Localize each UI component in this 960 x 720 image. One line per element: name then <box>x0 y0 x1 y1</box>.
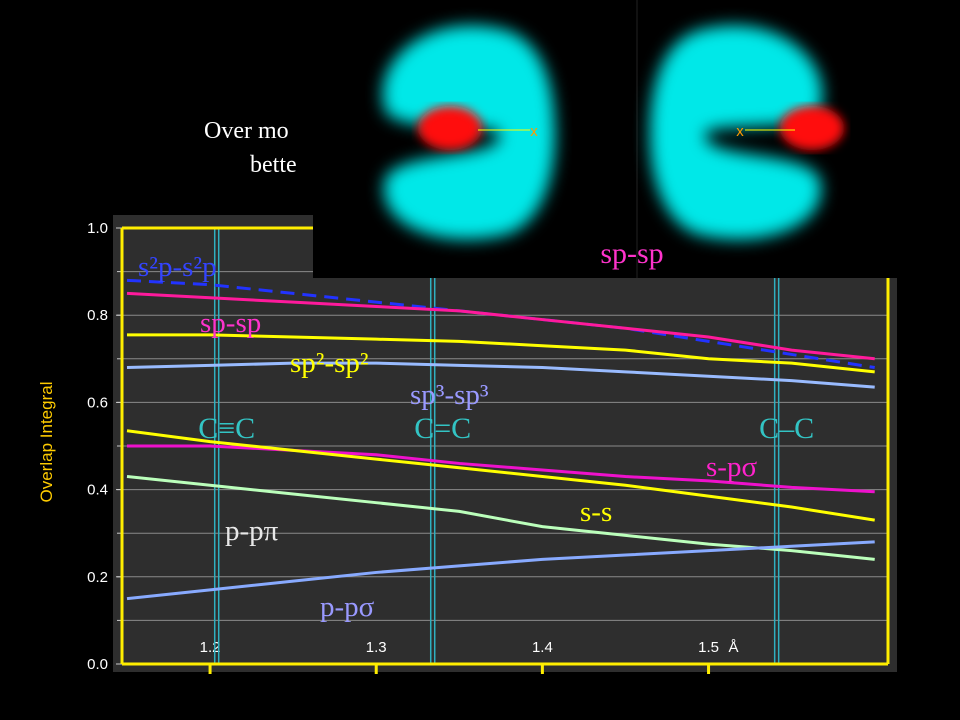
series-line <box>126 444 875 494</box>
series-label: s-pσ <box>706 451 757 483</box>
intro-line: Over mo <box>204 118 289 144</box>
x-tick-label: 1.2 <box>200 639 221 656</box>
series-label: sp²-sp² <box>290 347 369 379</box>
y-tick-label: 1.0 <box>87 220 108 237</box>
intro-line: bette <box>250 152 297 178</box>
x-tick-label: 1.5 <box>698 639 719 656</box>
x-tick-label: 1.3 <box>366 639 387 656</box>
bond-label: C≡C <box>198 412 255 445</box>
plot-background <box>113 215 897 672</box>
x-tick-label: 1.4 <box>532 639 553 656</box>
orbital-lobe <box>650 25 823 240</box>
x-unit: Å <box>729 639 739 656</box>
y-tick-label: 0.0 <box>87 656 108 673</box>
series-label: s-s <box>580 496 612 528</box>
orbital-small-lobe <box>780 106 844 150</box>
series-label: p-pπ <box>225 515 279 547</box>
bond-label: C=C <box>414 412 471 445</box>
series-line <box>126 291 875 361</box>
y-axis-title: Overlap Integral <box>37 382 56 503</box>
series-line <box>126 540 875 601</box>
series-line <box>126 333 875 374</box>
y-tick-label: 0.2 <box>87 569 108 586</box>
series-label: s²p-s²p <box>138 251 217 283</box>
orbital-image: x x sp-sp <box>313 0 960 278</box>
nucleus-marker: x <box>530 123 538 140</box>
orbital-small-lobe <box>418 106 482 150</box>
bond-label: C–C <box>759 412 814 445</box>
y-tick-label: 0.8 <box>87 307 108 324</box>
series-label: p-pσ <box>320 591 375 623</box>
nucleus-marker: x <box>736 123 744 140</box>
y-tick-label: 0.4 <box>87 482 108 499</box>
series-label: sp-sp <box>200 307 261 339</box>
image-label: sp-sp <box>600 237 663 270</box>
orbital-lobe <box>382 25 555 240</box>
series-line <box>126 361 875 389</box>
series-label: sp³-sp³ <box>410 379 489 411</box>
y-tick-label: 0.6 <box>87 394 108 411</box>
series-line <box>126 429 875 522</box>
